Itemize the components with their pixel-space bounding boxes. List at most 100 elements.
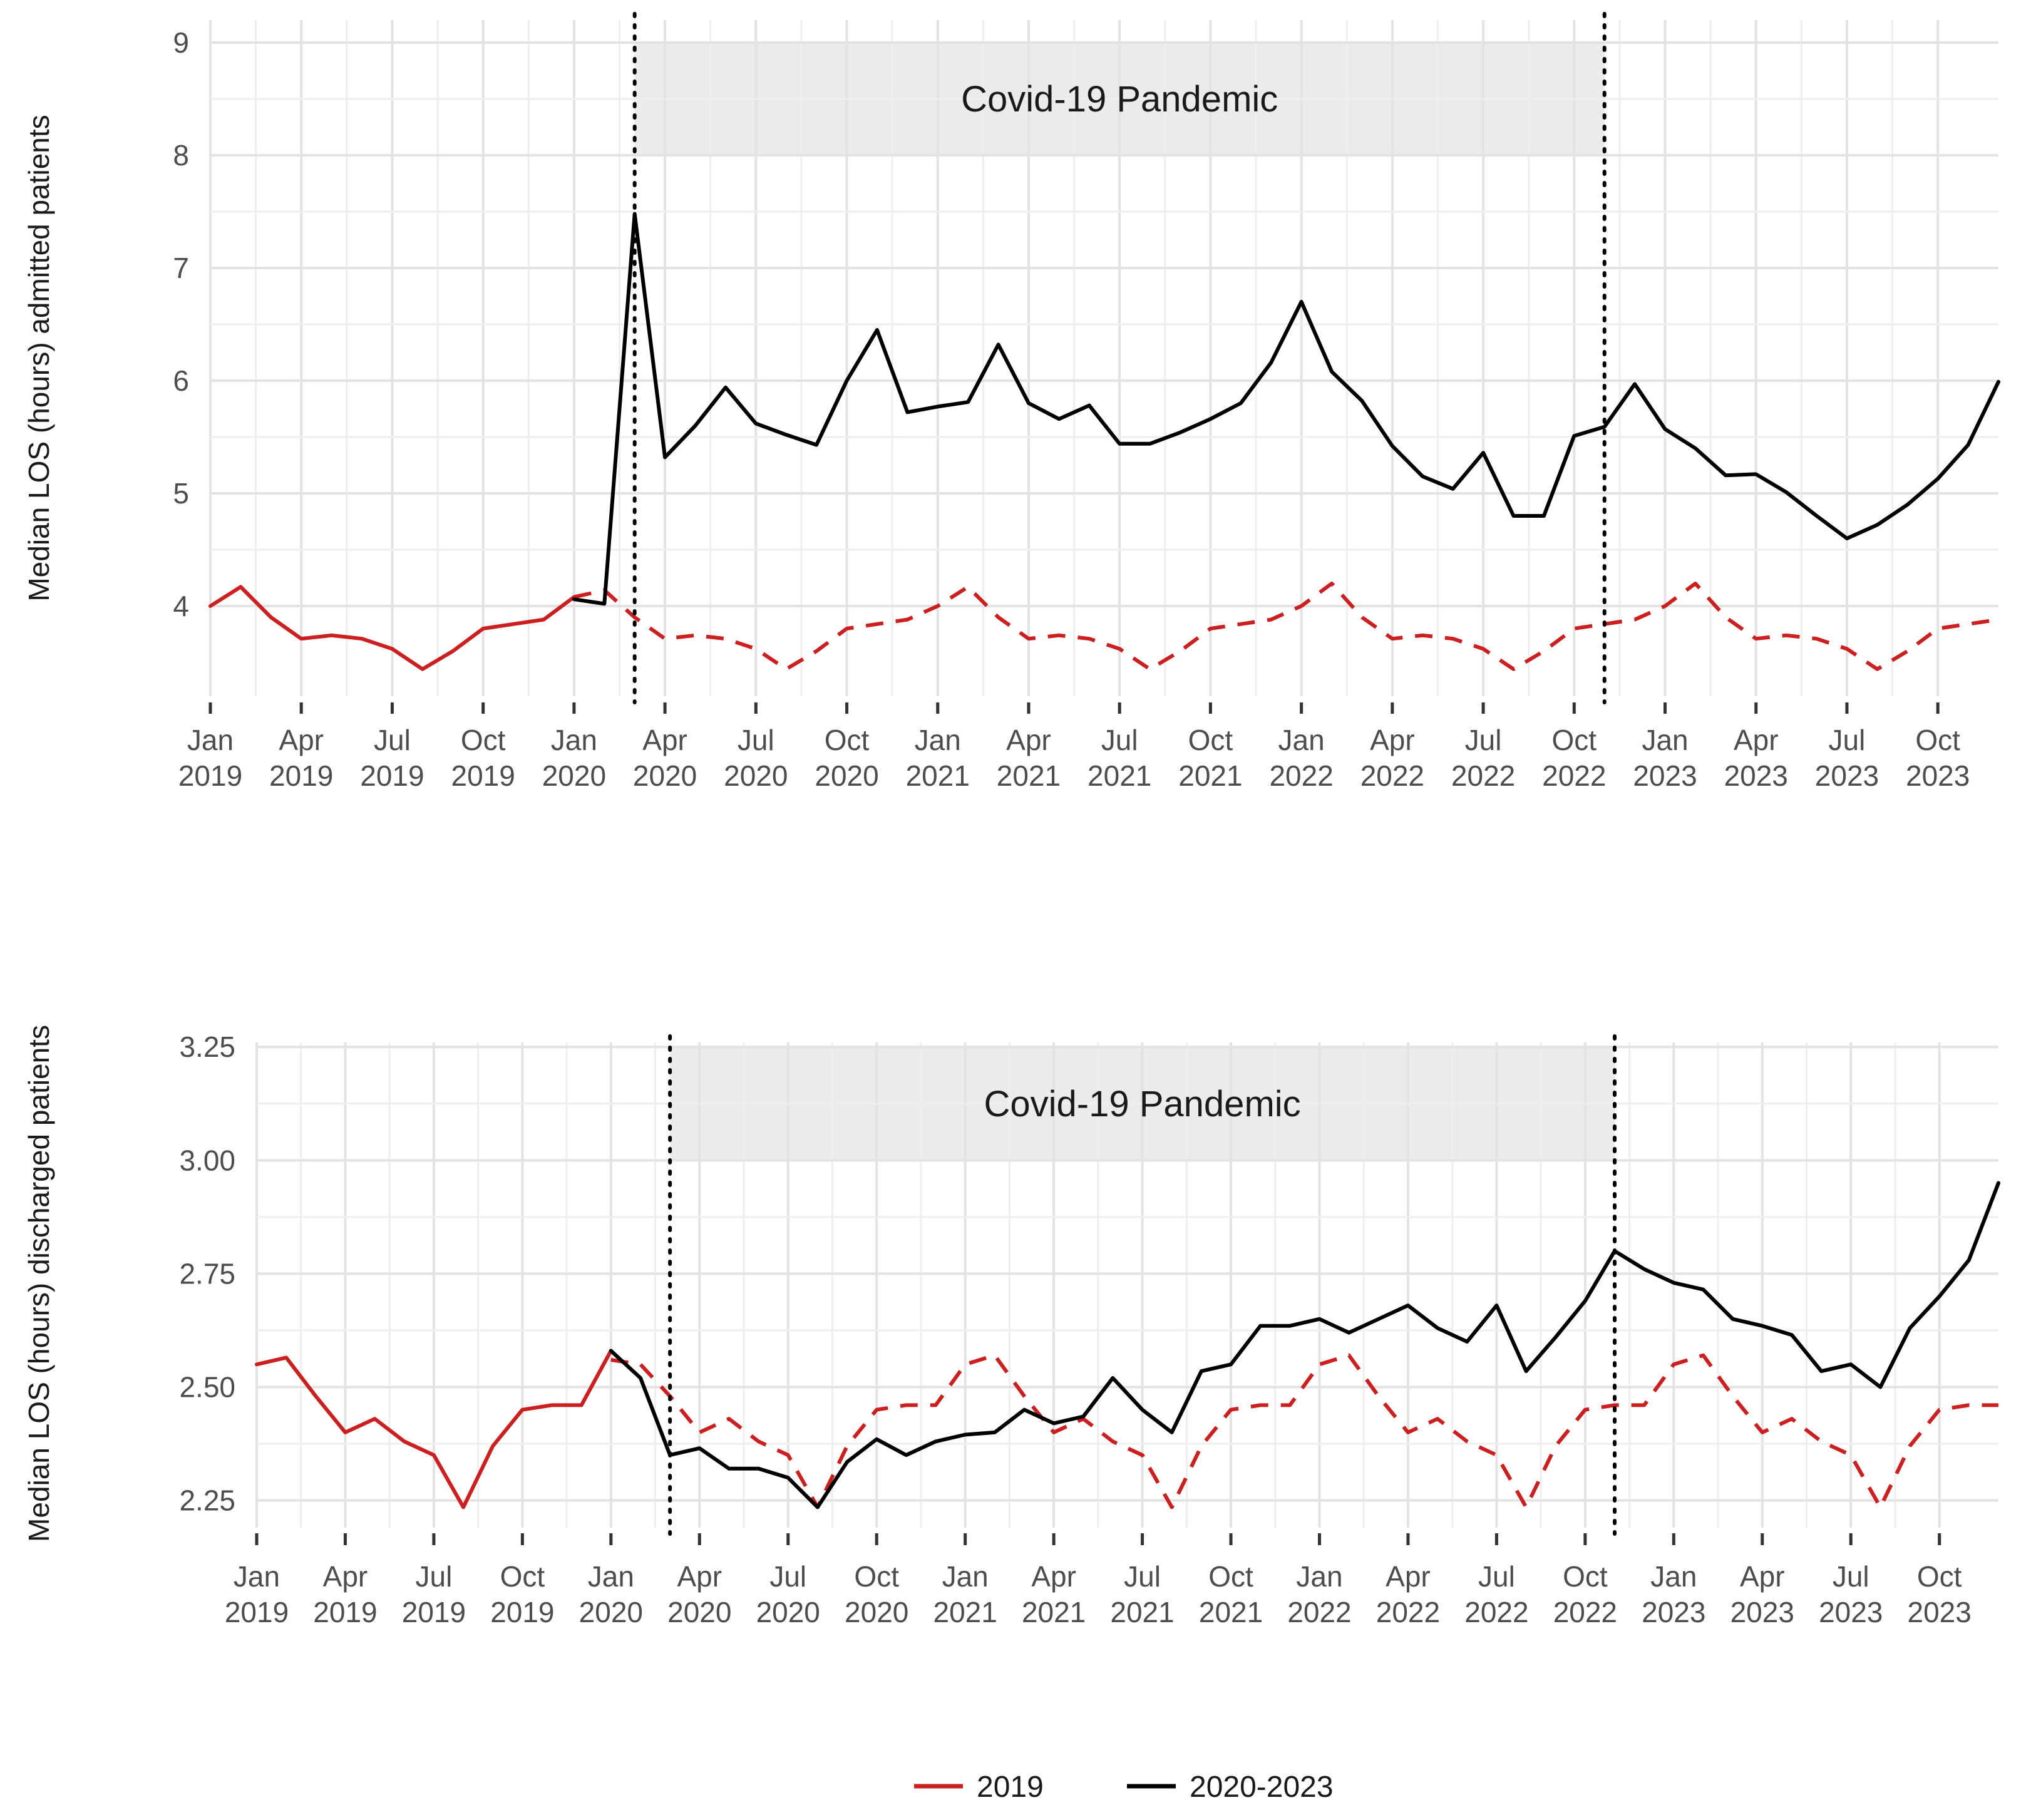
bottom-x-tick-label-month: Jul [769,1560,806,1593]
bottom-x-tick-label-month: Apr [677,1560,722,1593]
bottom-x-tick-label-year: 2019 [490,1596,554,1628]
top-x-tick-label-year: 2020 [542,759,606,792]
bottom-x-tick-label-year: 2019 [313,1596,377,1628]
bottom-x-tick-label-year: 2021 [1110,1596,1174,1628]
top-x-tick-label-month: Oct [1188,724,1233,756]
top-x-tick-label-month: Jul [738,724,774,756]
top-x-tick-label-year: 2021 [906,759,970,792]
legend: 2019 2020-2023 [914,1771,1334,1804]
top-x-tick-label-month: Jul [1829,724,1866,756]
top-x-tick-label-month: Apr [1006,724,1051,756]
top-x-tick-label-month: Apr [1734,724,1779,756]
top-x-tick-label-year: 2023 [1906,759,1970,792]
bottom-x-tick-label-month: Oct [500,1560,545,1593]
top-x-tick-label-year: 2022 [1360,759,1424,792]
top-x-tick-label-year: 2019 [360,759,424,792]
bottom-x-tick-label-year: 2023 [1642,1596,1705,1628]
bottom-x-tick-label-month: Jan [1296,1560,1342,1593]
top-x-tick-label-year: 2020 [724,759,788,792]
bottom-x-tick-label-year: 2019 [225,1596,289,1628]
top-x-tick-label-month: Apr [642,724,687,756]
top-x-tick-label-year: 2023 [1724,759,1788,792]
top-x-tick-label-year: 2022 [1451,759,1515,792]
top-x-tick-label-month: Jan [1278,724,1325,756]
bottom-y-tick-label: 2.25 [179,1484,235,1517]
top-x-tick-label-year: 2020 [633,759,697,792]
bottom-y-tick-label: 3.25 [179,1031,235,1063]
bottom-x-tick-label-month: Apr [1740,1560,1785,1593]
top-x-tick-label-year: 2021 [1088,759,1151,792]
bottom-x-tick-label-year: 2019 [402,1596,466,1628]
top-x-tick-label-month: Jul [1101,724,1138,756]
top-series-2019-reference-line [573,582,1999,671]
bottom-x-tick-label-year: 2020 [667,1596,731,1628]
bottom-x-tick-label-year: 2020 [845,1596,908,1628]
top-x-tick-label-year: 2023 [1633,759,1697,792]
bottom-x-tick-label-month: Jul [1833,1560,1869,1593]
bottom-x-tick-label-year: 2021 [933,1596,997,1628]
bottom-x-tick-label-year: 2021 [1199,1596,1263,1628]
top-x-tick-label-year: 2019 [451,759,515,792]
top-x-tick-label-year: 2021 [997,759,1061,792]
top-band-label: Covid-19 Pandemic [961,79,1278,120]
legend-label-2019: 2019 [977,1771,1044,1804]
top-x-tick-label-month: Apr [279,724,324,756]
bottom-x-tick-label-month: Jan [588,1560,634,1593]
bottom-x-tick-label-year: 2022 [1287,1596,1351,1628]
top-x-tick-label-year: 2023 [1815,759,1879,792]
bottom-y-tick-label: 3.00 [179,1144,235,1176]
bottom-x-tick-label-year: 2021 [1022,1596,1086,1628]
top-x-tick-label-year: 2020 [815,759,878,792]
bottom-x-tick-label-month: Oct [1563,1560,1608,1593]
top-x-tick-label-month: Jan [551,724,597,756]
top-x-tick-label-month: Jan [1642,724,1688,756]
bottom-x-tick-label-month: Jul [1124,1560,1161,1593]
bottom-y-axis-title: Median LOS (hours) discharged patients [23,1025,55,1542]
bottom-x-tick-label-year: 2020 [756,1596,820,1628]
top-x-tick-label-month: Jul [374,724,411,756]
top-y-tick-label: 5 [173,477,189,510]
bottom-x-tick-label-year: 2022 [1553,1596,1617,1628]
bottom-x-tick-label-year: 2022 [1376,1596,1440,1628]
top-y-tick-label: 9 [173,26,189,59]
top-x-tick-label-month: Oct [1552,724,1597,756]
top-x-tick-label-month: Jul [1465,724,1502,756]
bottom-x-tick-label-month: Oct [1917,1560,1962,1593]
top-y-axis-title: Median LOS (hours) admitted patients [23,115,55,601]
bottom-x-tick-label-month: Jul [1478,1560,1515,1593]
bottom-x-tick-label-month: Jan [942,1560,989,1593]
bottom-x-tick-label-month: Jul [416,1560,453,1593]
top-y-tick-label: 7 [173,252,189,284]
bottom-x-tick-label-year: 2020 [579,1596,643,1628]
bottom-series-2019-reference-line [610,1353,1998,1509]
bottom-y-tick-label: 2.50 [179,1370,235,1403]
top-series-2020-2023-line [572,212,2000,606]
top-x-tick-label-month: Oct [825,724,870,756]
top-x-tick-label-year: 2022 [1542,759,1606,792]
bottom-y-tick-label: 2.75 [179,1257,235,1290]
bottom-x-tick-label-month: Jan [234,1560,280,1593]
bottom-x-tick-label-year: 2022 [1464,1596,1528,1628]
bottom-chart-panel: Covid-19 Pandemic 2.25 2.50 2.75 3.00 3.25 Jan… [23,1025,2000,1628]
top-x-tick-label-month: Oct [1915,724,1960,756]
bottom-x-tick-label-year: 2023 [1819,1596,1883,1628]
top-series-2019-line [208,585,576,671]
top-x-tick-label-year: 2022 [1269,759,1333,792]
top-x-tick-label-year: 2019 [269,759,333,792]
top-x-tick-label-month: Apr [1370,724,1415,756]
bottom-x-tick-label-month: Oct [854,1560,899,1593]
top-x-tick-label-month: Jan [187,724,234,756]
top-chart-panel: Covid-19 Pandemic456789Jan2019Apr2019Jul… [23,12,2000,792]
top-y-tick-label: 8 [173,139,189,172]
bottom-x-tick-label-year: 2023 [1730,1596,1794,1628]
legend-label-2020-2023: 2020-2023 [1190,1771,1334,1804]
top-x-tick-label-month: Oct [461,724,506,756]
bottom-series-2019-line [255,1349,613,1509]
bottom-x-tick-label-month: Jan [1650,1560,1697,1593]
top-x-tick-label-month: Jan [915,724,961,756]
top-x-tick-label-year: 2021 [1178,759,1242,792]
top-y-tick-label: 4 [173,590,189,622]
bottom-x-tick-label-month: Apr [323,1560,368,1593]
top-y-tick-label: 6 [173,364,189,397]
